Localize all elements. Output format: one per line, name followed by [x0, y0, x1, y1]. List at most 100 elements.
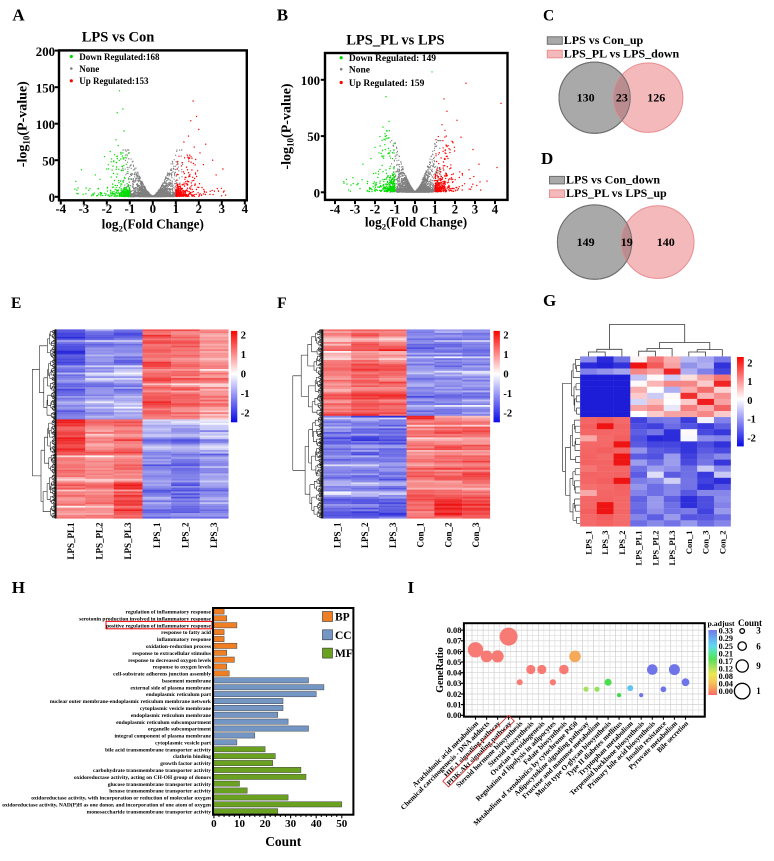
svg-text:2: 2	[196, 202, 202, 216]
svg-text:150: 150	[36, 81, 55, 95]
svg-text:-3: -3	[350, 202, 361, 216]
svg-text:1: 1	[756, 686, 761, 696]
svg-text:0.08: 0.08	[447, 626, 462, 635]
svg-text:0.03: 0.03	[447, 679, 462, 688]
svg-text:1: 1	[432, 202, 438, 216]
svg-text:4: 4	[242, 202, 249, 216]
svg-text:3: 3	[219, 202, 225, 216]
svg-text:1: 1	[747, 377, 752, 388]
svg-text:cytoplasmic vesicle membrane: cytoplasmic vesicle membrane	[140, 706, 212, 712]
svg-text:oxidoreductase activity, actin: oxidoreductase activity, acting on CH-OH…	[74, 775, 211, 781]
svg-text:LPS_2: LPS_2	[180, 522, 190, 548]
svg-text:-log10(P-value): -log10(P-value)	[280, 83, 296, 169]
svg-text:-1: -1	[503, 389, 512, 400]
svg-text:Up Regulated:153: Up Regulated:153	[79, 76, 149, 86]
svg-text:F: F	[277, 295, 286, 312]
svg-text:Con_2: Con_2	[717, 531, 727, 555]
svg-text:Up Regulated: 159: Up Regulated: 159	[349, 79, 425, 89]
svg-text:LPS_1: LPS_1	[332, 522, 342, 548]
svg-text:oxidoreductase activity, NAD(P: oxidoreductase activity, NAD(P)H as one …	[2, 802, 211, 809]
svg-text:Con_2: Con_2	[443, 522, 453, 548]
svg-text:30: 30	[285, 818, 297, 830]
svg-text:1: 1	[241, 350, 246, 361]
svg-text:0.07: 0.07	[447, 637, 462, 646]
svg-text:H: H	[12, 578, 25, 597]
svg-text:LPS_2: LPS_2	[617, 531, 627, 555]
svg-text:LPS_PL vs LPS_up: LPS_PL vs LPS_up	[566, 186, 667, 200]
svg-text:3: 3	[472, 202, 478, 216]
svg-text:-1: -1	[124, 202, 135, 216]
svg-text:p.adjust: p.adjust	[708, 619, 735, 628]
svg-text:130: 130	[577, 91, 595, 105]
svg-text:0: 0	[503, 370, 508, 381]
svg-text:LPS_2: LPS_2	[360, 522, 370, 548]
svg-text:9: 9	[756, 661, 761, 671]
svg-text:40: 40	[311, 818, 323, 830]
svg-text:A: A	[12, 5, 25, 24]
svg-text:3: 3	[756, 626, 761, 636]
svg-text:19: 19	[621, 235, 633, 249]
svg-text:0: 0	[314, 187, 320, 201]
svg-text:6: 6	[756, 641, 761, 651]
svg-text:4: 4	[492, 202, 499, 216]
svg-text:basement membrane: basement membrane	[162, 678, 212, 684]
svg-text:response to decreased oxygen l: response to decreased oxygen levels	[128, 658, 211, 664]
svg-text:50: 50	[307, 130, 320, 144]
svg-text:Down Regulated:168: Down Regulated:168	[79, 52, 160, 62]
svg-text:-2: -2	[370, 202, 381, 216]
svg-text:Con_3: Con_3	[471, 522, 481, 548]
svg-text:0.04: 0.04	[719, 680, 733, 689]
svg-text:Con_1: Con_1	[684, 531, 694, 555]
svg-text:2: 2	[503, 331, 508, 342]
svg-text:D: D	[541, 149, 553, 168]
svg-text:Con_1: Con_1	[416, 522, 426, 548]
svg-text:-3: -3	[78, 202, 89, 216]
svg-text:0.01: 0.01	[447, 701, 462, 710]
svg-text:2: 2	[241, 331, 246, 342]
svg-text:-1: -1	[747, 415, 756, 426]
svg-text:I: I	[408, 578, 415, 597]
svg-text:LPS_3: LPS_3	[600, 531, 610, 555]
svg-text:-2: -2	[101, 202, 112, 216]
svg-text:BP: BP	[335, 612, 350, 624]
svg-text:integral component of plasma m: integral component of plasma membrane	[114, 734, 211, 740]
svg-text:0.21: 0.21	[719, 649, 733, 658]
svg-text:monosaccharide transmembrane t: monosaccharide transmembrane transporter…	[87, 809, 212, 815]
svg-text:0: 0	[412, 202, 418, 216]
svg-text:LPS_3: LPS_3	[388, 522, 398, 548]
svg-text:0.25: 0.25	[719, 642, 733, 651]
svg-text:response to fatty acid: response to fatty acid	[161, 630, 211, 636]
svg-text:LPS_PL1: LPS_PL1	[66, 522, 76, 560]
svg-text:LPS_1: LPS_1	[152, 522, 162, 548]
svg-text:0.29: 0.29	[719, 634, 733, 643]
svg-text:response to oxygen levels: response to oxygen levels	[153, 665, 211, 671]
svg-text:LPS_PL2: LPS_PL2	[650, 531, 660, 566]
svg-text:0: 0	[150, 202, 156, 216]
svg-text:0.02: 0.02	[447, 690, 462, 699]
svg-text:C: C	[543, 8, 554, 25]
svg-text:23: 23	[616, 91, 628, 105]
svg-text:Count: Count	[265, 834, 302, 849]
svg-text:-1: -1	[390, 202, 401, 216]
svg-text:-2: -2	[503, 409, 512, 420]
svg-text:None: None	[349, 66, 370, 76]
svg-text:-1: -1	[241, 389, 250, 400]
svg-text:LPS_PL1: LPS_PL1	[634, 531, 644, 566]
svg-text:0.12: 0.12	[719, 665, 733, 674]
svg-text:0.00: 0.00	[447, 711, 462, 720]
svg-text:0.06: 0.06	[447, 647, 462, 656]
svg-text:hexose transmembrane transport: hexose transmembrane transporter activit…	[109, 789, 211, 795]
svg-text:10: 10	[234, 818, 246, 830]
svg-text:LPS vs Con: LPS vs Con	[82, 29, 155, 45]
svg-text:CC: CC	[335, 630, 352, 642]
svg-text:0: 0	[211, 818, 217, 830]
svg-text:cell-substrate adherens juncti: cell-substrate adherens junction assembl…	[113, 672, 211, 678]
svg-text:bile acid transmembrane transp: bile acid transmembrane transporter acti…	[105, 747, 211, 753]
svg-text:LPS_1: LPS_1	[584, 531, 594, 555]
svg-text:20: 20	[260, 818, 272, 830]
svg-text:-2: -2	[241, 409, 250, 420]
svg-text:G: G	[543, 291, 556, 310]
svg-text:149: 149	[577, 235, 595, 249]
svg-text:endoplasmic reticulum part: endoplasmic reticulum part	[146, 692, 211, 698]
svg-text:1: 1	[503, 350, 508, 361]
